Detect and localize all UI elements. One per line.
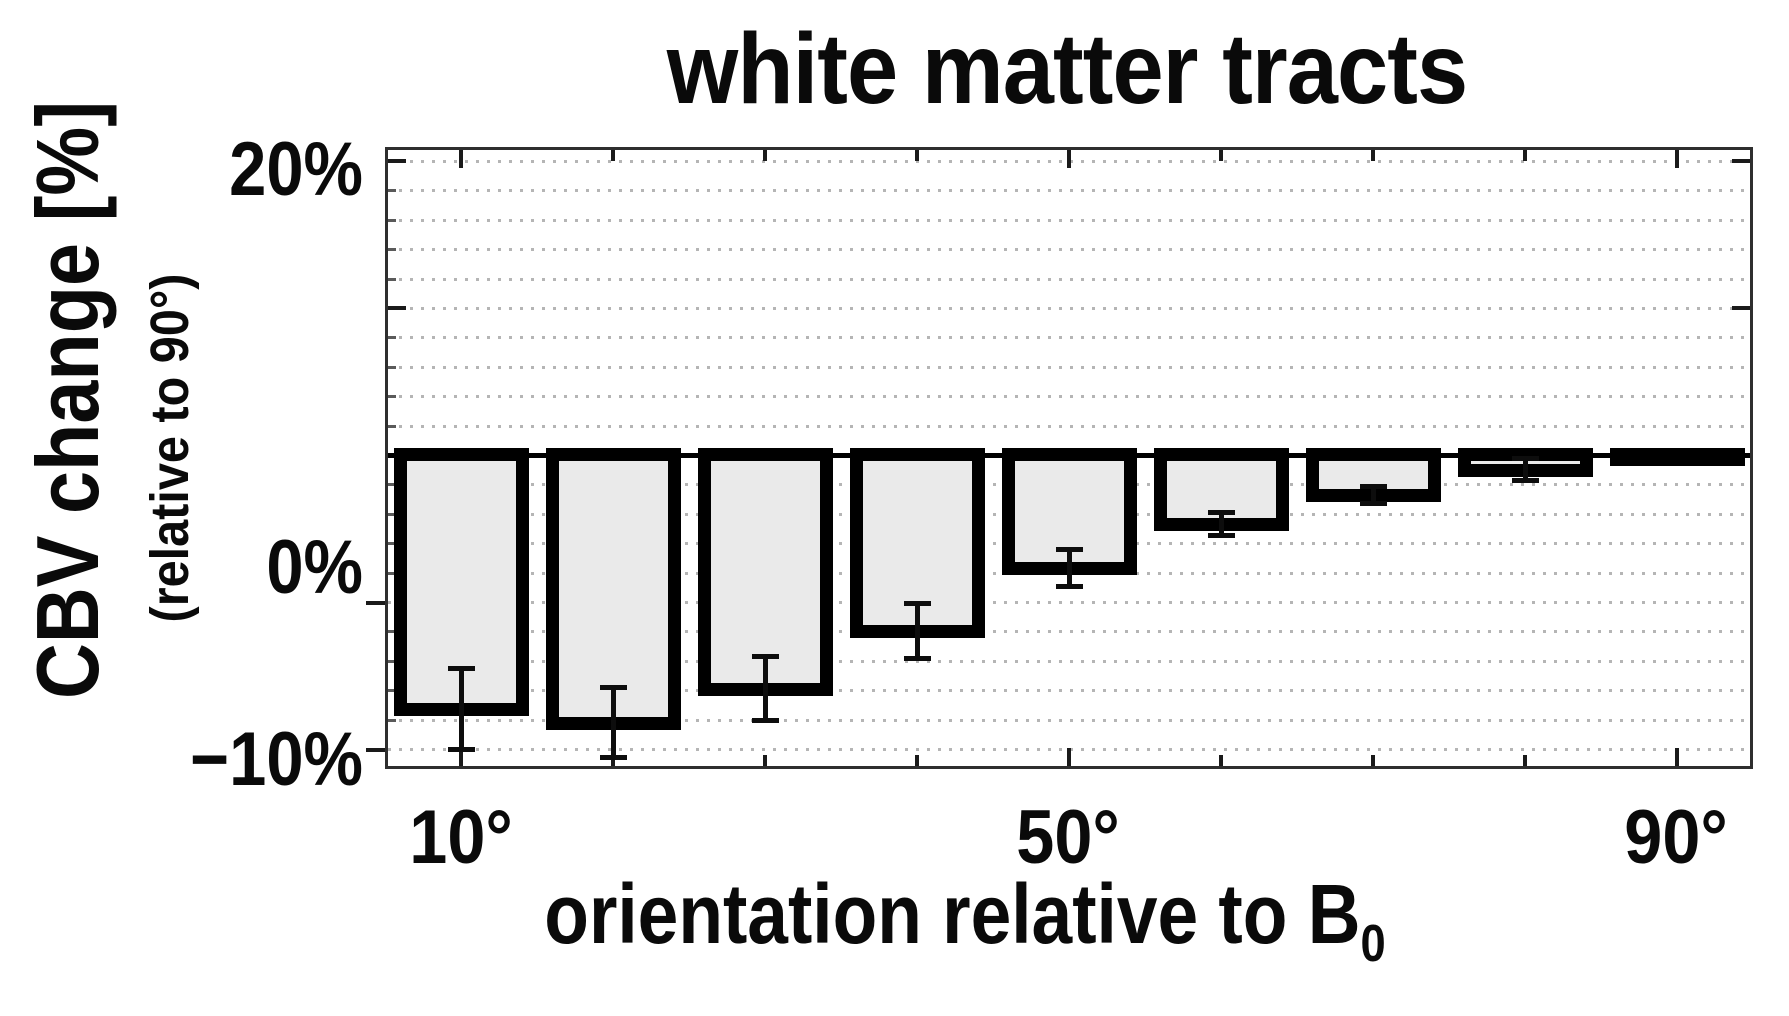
x-tick-bottom	[1371, 755, 1375, 766]
error-bar-line	[458, 668, 464, 751]
y-minor-tick-left	[388, 218, 396, 222]
y-major-tick-left	[388, 159, 406, 163]
x-tick-label-10: 10°	[409, 795, 513, 880]
error-bar-cap-bottom	[1207, 532, 1235, 538]
y-minor-tick-left	[388, 424, 396, 428]
x-tick-bottom	[459, 748, 463, 766]
x-tick-top	[611, 150, 615, 161]
minor-gridline	[388, 307, 1750, 310]
error-bar-line	[914, 603, 920, 660]
x-tick-top	[459, 150, 463, 168]
x-tick-top	[915, 150, 919, 161]
error-bar-cap-top	[599, 685, 627, 691]
minor-gridline	[388, 659, 1750, 663]
x-tick-bottom	[1675, 748, 1679, 766]
y-minor-tick-left	[388, 512, 396, 516]
error-bar-cap-top	[1359, 483, 1387, 489]
x-tick-top	[763, 150, 767, 161]
x-tick-bottom	[611, 755, 615, 766]
y-minor-tick-left	[388, 542, 396, 546]
minor-gridline	[388, 365, 1750, 369]
bar	[1609, 448, 1745, 467]
y-minor-tick-left	[388, 365, 396, 369]
x-tick-bottom	[915, 755, 919, 766]
minor-gridline	[388, 189, 1750, 193]
y-axis-outward-tick-neg20	[366, 748, 385, 752]
y-axis-sublabel: (relative to 90°)	[140, 273, 200, 623]
error-bar-cap-bottom	[447, 747, 475, 753]
error-bar-cap-bottom	[599, 754, 627, 760]
error-bar-cap-top	[751, 654, 779, 660]
y-tick-label-neg10: −10%	[190, 717, 363, 802]
error-bar-cap-top	[1511, 455, 1539, 461]
x-tick-bottom	[1523, 755, 1527, 766]
error-bar-cap-bottom	[1055, 584, 1083, 590]
y-tick-label-20: 20%	[229, 127, 363, 212]
minor-gridline	[388, 718, 1750, 722]
chart-title: white matter tracts	[666, 13, 1468, 125]
y-minor-tick-left	[388, 718, 396, 722]
y-minor-tick-left	[388, 189, 396, 193]
y-minor-tick-left	[388, 571, 396, 575]
y-minor-tick-left	[388, 483, 396, 487]
x-tick-top	[1219, 150, 1223, 161]
error-bar-line	[1066, 549, 1072, 588]
error-bar-cap-bottom	[903, 656, 931, 662]
x-axis-label: orientation relative to B0	[443, 864, 1487, 973]
y-tick-label-0: 0%	[266, 525, 363, 610]
error-bar-cap-bottom	[1359, 500, 1387, 506]
error-bar-cap-bottom	[1511, 478, 1539, 484]
bar	[545, 448, 681, 730]
minor-gridline	[388, 248, 1750, 252]
minor-gridline	[388, 395, 1750, 399]
error-bar-cap-bottom	[751, 718, 779, 724]
error-bar-cap-top	[903, 601, 931, 607]
minor-gridline	[388, 424, 1750, 428]
error-bar-line	[1522, 457, 1528, 482]
minor-gridline	[388, 601, 1750, 604]
x-tick-label-90: 90°	[1624, 795, 1728, 880]
y-minor-tick-left	[388, 630, 396, 634]
minor-gridline	[388, 689, 1750, 693]
minor-gridline	[388, 336, 1750, 340]
y-minor-tick-left	[388, 277, 396, 281]
y-major-tick-right	[1732, 159, 1750, 163]
minor-gridline	[388, 277, 1750, 281]
x-tick-top	[1523, 150, 1527, 161]
x-tick-bottom	[1067, 748, 1071, 766]
error-bar-line	[1370, 485, 1376, 504]
y-minor-tick-left	[388, 248, 396, 252]
x-axis-label-subscript: 0	[1360, 915, 1386, 973]
y-major-tick-left	[388, 306, 406, 310]
y-minor-tick-left	[388, 336, 396, 340]
error-bar-cap-top	[1055, 547, 1083, 553]
error-bar-cap-top	[447, 666, 475, 672]
error-bar-line	[762, 656, 768, 722]
x-tick-top	[1675, 150, 1679, 168]
error-bar-line	[1218, 512, 1224, 536]
plot-area	[385, 147, 1753, 769]
y-axis-outward-tick-neg10	[366, 601, 385, 605]
minor-gridline	[388, 630, 1750, 634]
error-bar-line	[610, 687, 616, 758]
x-tick-top	[1371, 150, 1375, 161]
y-minor-tick-left	[388, 395, 396, 399]
y-major-tick-right	[1732, 306, 1750, 310]
x-tick-top	[1067, 150, 1071, 168]
minor-gridline	[388, 218, 1750, 222]
x-tick-label-50: 50°	[1016, 795, 1120, 880]
x-tick-bottom	[1219, 755, 1223, 766]
x-tick-bottom	[763, 755, 767, 766]
y-minor-tick-left	[388, 689, 396, 693]
y-minor-tick-left	[388, 659, 396, 663]
x-axis-label-text: orientation relative to B	[544, 867, 1361, 961]
error-bar-cap-top	[1207, 510, 1235, 516]
